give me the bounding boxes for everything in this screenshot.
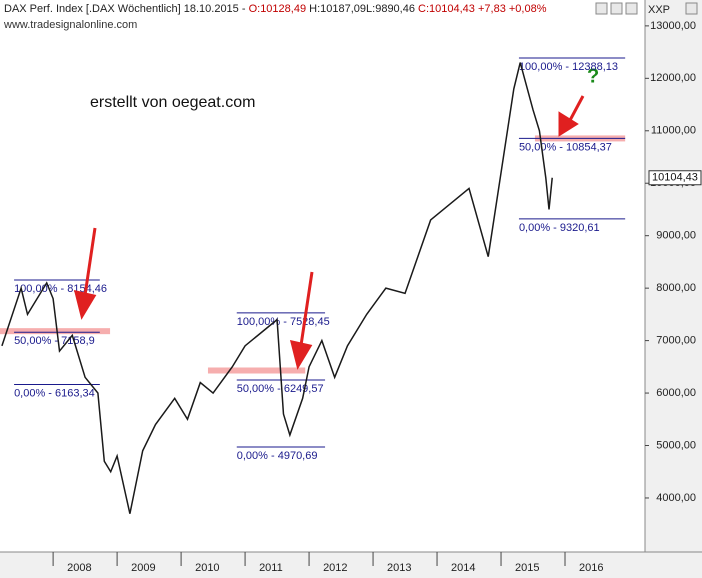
x-tick-label: 2015 (515, 562, 539, 574)
x-tick-label: 2012 (323, 562, 347, 574)
x-tick-label: 2013 (387, 562, 411, 574)
header-title: DAX Perf. Index [.DAX Wöchentlich] 18.10… (4, 3, 246, 15)
y-tick-label: 11000,00 (651, 125, 696, 137)
fib-label: 100,00% - 12388,13 (519, 61, 618, 73)
arrow-head (73, 290, 97, 320)
axis-label: XXP (648, 4, 670, 16)
arrow-head (289, 340, 313, 370)
y-tick-label: 5000,00 (656, 439, 696, 451)
arrow-head (558, 111, 579, 137)
fib-label: 100,00% - 8154,46 (14, 283, 107, 295)
y-tick-label: 4000,00 (656, 492, 696, 504)
arrow (298, 271, 314, 353)
fib-label: 100,00% - 7528,45 (237, 316, 330, 328)
question-mark: ? (587, 65, 599, 87)
x-tick-label: 2014 (451, 562, 475, 574)
arrows (73, 95, 585, 370)
header-low: L:9890,46 (366, 3, 415, 15)
y-tick-label: 6000,00 (656, 387, 696, 399)
x-tick-label: 2010 (195, 562, 219, 574)
x-tick-label: 2008 (67, 562, 91, 574)
header: DAX Perf. Index [.DAX Wöchentlich] 18.10… (4, 3, 547, 15)
header-change: +7,83 +0,08% (478, 3, 547, 15)
y-tick-label: 8000,00 (656, 282, 696, 294)
y-tick-label: 9000,00 (656, 230, 696, 242)
fib-band (207, 367, 306, 374)
fib-label: 0,00% - 9320,61 (519, 222, 600, 234)
last-price-box (648, 170, 702, 186)
arrow (82, 227, 97, 303)
toolbar-button[interactable] (595, 2, 608, 15)
toolbar-button[interactable] (610, 2, 623, 15)
x-tick-label: 2011 (259, 562, 283, 574)
toolbar-button[interactable] (625, 2, 638, 15)
fib-label: 50,00% - 6249,57 (237, 383, 324, 395)
fib-label: 0,00% - 4970,69 (237, 450, 318, 462)
header-high: H:10187,09 (309, 3, 366, 15)
source: www.tradesignalonline.com (3, 19, 137, 31)
y-tick-label: 12000,00 (650, 72, 696, 84)
fib-label: 0,00% - 6163,34 (14, 387, 95, 399)
fib-band (0, 328, 111, 335)
fib-label: 50,00% - 10854,37 (519, 141, 612, 153)
annotation: erstellt von oegeat.com (90, 94, 255, 111)
toolbar (595, 2, 698, 15)
axis-panel (645, 0, 702, 578)
toolbar-button[interactable] (685, 2, 698, 15)
x-tick-label: 2016 (579, 562, 603, 574)
y-tick-label: 13000,00 (650, 20, 696, 32)
last-price-label: 10104,43 (652, 172, 698, 184)
x-tick-label: 2009 (131, 562, 155, 574)
header-close: C:10104,43 (418, 3, 475, 15)
y-tick-label: 7000,00 (656, 335, 696, 347)
fib-label: 50,00% - 7158,9 (14, 335, 95, 347)
header-open: O:10128,49 (249, 3, 307, 15)
price-line (1, 62, 553, 514)
